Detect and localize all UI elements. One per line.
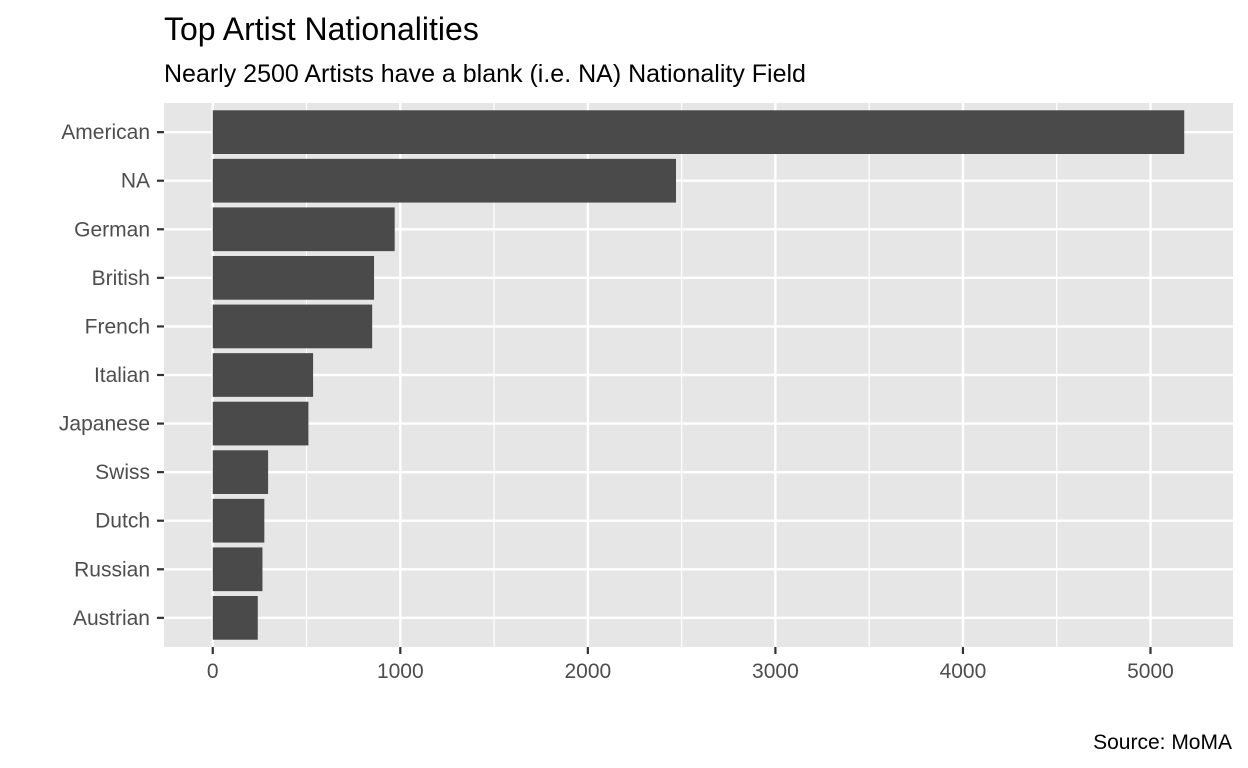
x-tick-label: 0 xyxy=(207,660,219,683)
bar-swiss xyxy=(212,450,269,494)
chart-caption: Source: MoMA xyxy=(1093,731,1232,754)
bars xyxy=(212,110,1185,640)
y-tick-label: Austrian xyxy=(73,607,150,630)
y-axis: American NA German British French Italian Japa… xyxy=(59,121,164,630)
bar-american xyxy=(212,110,1185,154)
grid-major xyxy=(164,103,1233,647)
x-tick-label: 1000 xyxy=(377,660,424,683)
x-axis: 0 1000 2000 3000 4000 5000 xyxy=(207,647,1174,683)
y-tick-label: American xyxy=(61,121,150,144)
bar-italian xyxy=(212,353,314,397)
chart-title: Top Artist Nationalities xyxy=(164,11,479,47)
y-tick-label: NA xyxy=(121,170,150,193)
bar-russian xyxy=(212,547,263,592)
y-tick-label: Russian xyxy=(74,558,150,581)
x-tick-label: 5000 xyxy=(1127,660,1174,683)
y-tick-label: German xyxy=(74,218,150,241)
bar-british xyxy=(212,256,375,300)
bar-german xyxy=(212,207,395,252)
bar-na xyxy=(212,158,676,203)
x-tick-label: 4000 xyxy=(940,660,987,683)
chart-subtitle: Nearly 2500 Artists have a blank (i.e. N… xyxy=(164,60,806,88)
bar-austrian xyxy=(212,596,258,640)
bar-dutch xyxy=(212,498,265,543)
y-tick-label: Japanese xyxy=(59,413,150,436)
y-tick-label: French xyxy=(85,315,150,338)
y-tick-label: Dutch xyxy=(95,510,150,533)
bar-japanese xyxy=(212,401,309,446)
bar-french xyxy=(212,304,373,349)
x-tick-label: 2000 xyxy=(564,660,611,683)
y-tick-label: Italian xyxy=(94,364,150,387)
y-tick-label: British xyxy=(92,267,150,290)
y-tick-label: Swiss xyxy=(95,461,150,484)
x-tick-label: 3000 xyxy=(752,660,799,683)
